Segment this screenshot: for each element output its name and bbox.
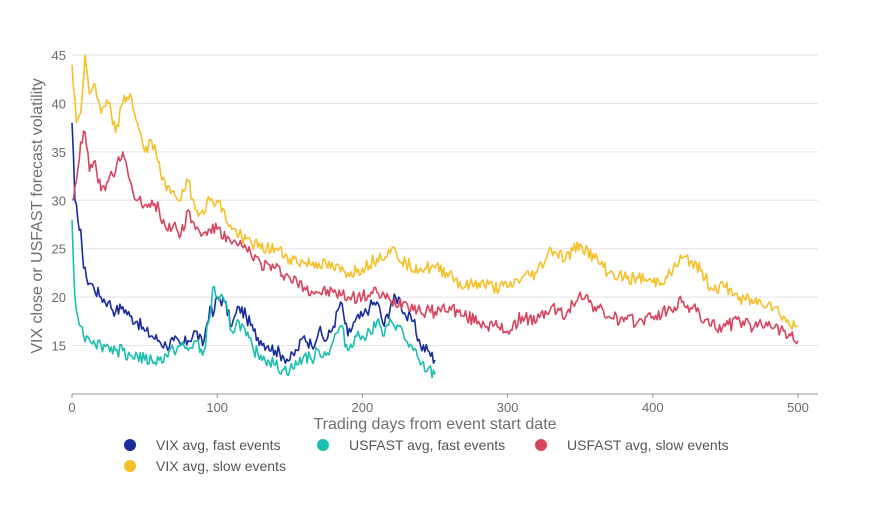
- legend-label-usfast-avg-slow-events: USFAST avg, slow events: [567, 437, 729, 453]
- y-axis-title: VIX close or USFAST forecast volatility: [29, 78, 46, 353]
- series-line-vix-avg-fast-events: [71, 122, 436, 364]
- legend-marker-usfast-avg-fast-events: [317, 439, 329, 451]
- x-tick-label: 500: [787, 400, 809, 415]
- x-tick-label: 0: [68, 400, 75, 415]
- series-line-usfast-avg-slow-events: [71, 130, 799, 345]
- axes: 15 20 25 30 35 40 45 0 100 200 300 400 500: [52, 48, 818, 415]
- series-lines: [71, 54, 799, 379]
- legend-label-vix-avg-fast-events: VIX avg, fast events: [156, 437, 281, 453]
- y-tick-label: 20: [52, 290, 66, 305]
- legend-marker-vix-avg-slow-events: [124, 460, 136, 472]
- legend-label-usfast-avg-fast-events: USFAST avg, fast events: [349, 437, 505, 453]
- x-axis-title: Trading days from event start date: [313, 416, 556, 433]
- series-line-vix-avg-slow-events: [71, 54, 799, 330]
- y-tick-label: 25: [52, 242, 66, 257]
- y-tick-label: 30: [52, 193, 66, 208]
- y-tick-label: 45: [52, 48, 66, 63]
- x-tick-label: 300: [497, 400, 519, 415]
- legend-label-vix-avg-slow-events: VIX avg, slow events: [156, 458, 286, 474]
- y-tick-label: 35: [52, 145, 66, 160]
- grid-lines: [72, 54, 818, 347]
- legend-marker-usfast-avg-slow-events: [535, 439, 547, 451]
- legend: VIX avg, fast events USFAST avg, fast eve…: [124, 437, 729, 474]
- legend-marker-vix-avg-fast-events: [124, 439, 136, 451]
- y-tick-label: 15: [52, 339, 66, 354]
- x-tick-label: 400: [642, 400, 664, 415]
- series-line-usfast-avg-fast-events: [71, 219, 436, 379]
- y-tick-label: 40: [52, 96, 66, 111]
- x-tick-label: 100: [206, 400, 228, 415]
- x-tick-label: 200: [352, 400, 374, 415]
